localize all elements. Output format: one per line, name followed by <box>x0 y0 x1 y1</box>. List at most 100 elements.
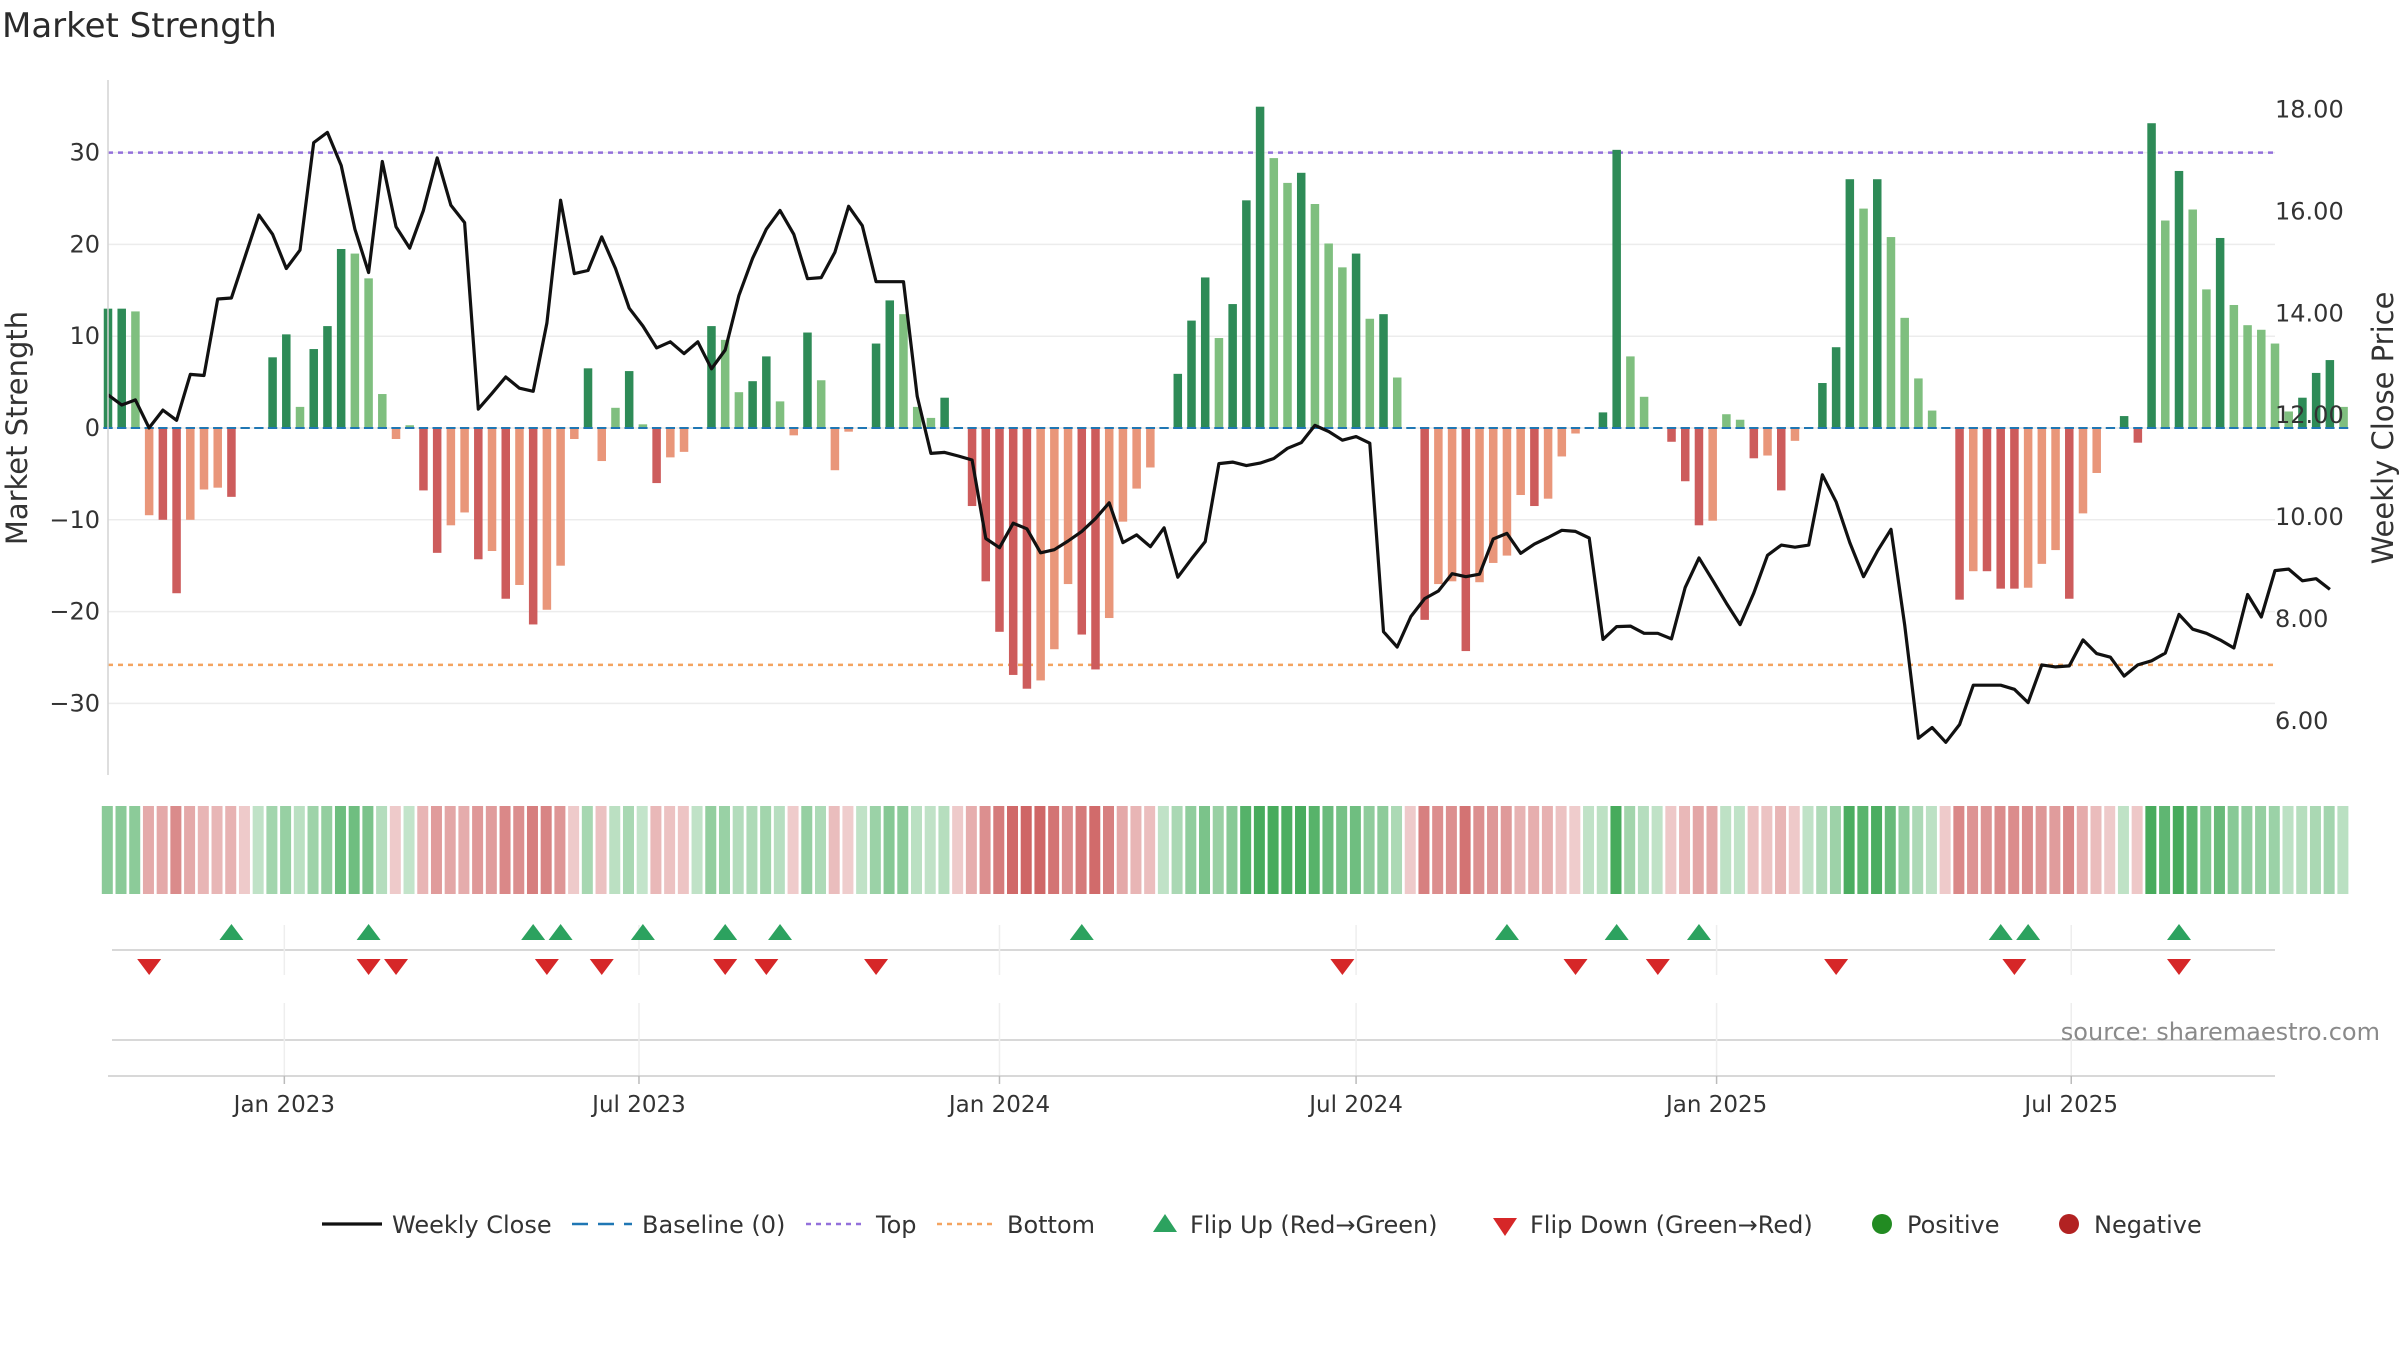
strength-bar <box>570 428 579 440</box>
heat-cell <box>1541 806 1553 894</box>
legend-item-flip-up-red-green: Flip Up (Red→Green) <box>1153 1211 1438 1239</box>
strength-bar <box>1351 253 1361 428</box>
strength-bar <box>1831 347 1841 428</box>
strength-bar <box>460 428 469 513</box>
heat-cell <box>1034 806 1046 894</box>
flip-down-marker <box>589 959 614 975</box>
strength-bar <box>1269 158 1279 428</box>
heat-cell <box>664 806 676 894</box>
heat-cell <box>444 806 456 894</box>
strength-bar <box>597 428 606 462</box>
heat-cell <box>2104 806 2116 894</box>
heat-cell <box>1528 806 1540 894</box>
strength-bar <box>2311 372 2321 428</box>
strength-bar <box>1845 179 1855 428</box>
flip-up-marker <box>1988 924 2013 940</box>
strength-bar <box>1543 428 1553 499</box>
heat-cell <box>2035 806 2047 894</box>
strength-bar <box>1283 182 1292 428</box>
heat-cell <box>307 806 319 894</box>
y-tick-label: 10 <box>69 322 100 350</box>
circle-icon <box>2059 1214 2079 1234</box>
strength-bar <box>1392 377 1402 428</box>
strength-bar <box>995 428 1004 632</box>
strength-bar <box>364 278 373 428</box>
strength-bar <box>474 428 483 560</box>
strength-bar <box>899 314 908 428</box>
heat-cell <box>1322 806 1334 894</box>
strength-bar <box>1900 317 1909 428</box>
heat-cell <box>2255 806 2267 894</box>
strength-bar <box>1461 428 1471 652</box>
y2-tick-label: 14.00 <box>2275 299 2344 327</box>
strength-bar <box>885 300 895 428</box>
strength-bar <box>775 401 785 428</box>
heat-cell <box>238 806 250 894</box>
strength-bar <box>624 371 634 428</box>
heat-cell <box>2200 806 2212 894</box>
strength-bar <box>227 428 236 497</box>
strength-bar <box>1434 428 1443 585</box>
heat-cell <box>513 806 525 894</box>
heat-cell <box>1912 806 1924 894</box>
heat-cell <box>170 806 182 894</box>
heat-cell <box>2172 806 2184 894</box>
heat-cell <box>1733 806 1745 894</box>
heat-cell <box>1212 806 1224 894</box>
flip-up-marker <box>1686 924 1711 940</box>
heat-cell <box>280 806 292 894</box>
y-tick-label: 30 <box>69 139 100 167</box>
heat-cell <box>1843 806 1855 894</box>
heat-cell <box>1157 806 1169 894</box>
heat-cell <box>225 806 237 894</box>
heat-cell <box>1679 806 1691 894</box>
heat-cell <box>609 806 621 894</box>
heat-cell <box>869 806 881 894</box>
strength-bar <box>1502 428 1512 556</box>
heat-cell <box>910 806 922 894</box>
heat-cell <box>293 806 305 894</box>
heat-cell <box>1925 806 1937 894</box>
heat-cell <box>2241 806 2253 894</box>
strength-bar <box>1310 204 1320 428</box>
heat-cell <box>1747 806 1759 894</box>
heat-cell <box>568 806 580 894</box>
y-tick-label: −10 <box>49 506 100 534</box>
heat-cell <box>897 806 909 894</box>
strength-bar <box>2133 428 2143 443</box>
heat-cell <box>1226 806 1238 894</box>
heat-cell <box>2186 806 2198 894</box>
heat-cell <box>883 806 895 894</box>
strength-bar <box>2257 329 2266 428</box>
x-tick-label: Jul 2023 <box>590 1092 686 1118</box>
heat-cell <box>2337 806 2349 894</box>
heat-cell <box>1185 806 1197 894</box>
heat-cell <box>252 806 264 894</box>
strength-bar <box>2174 170 2184 428</box>
heat-cell <box>746 806 758 894</box>
strength-bar <box>1914 378 1923 428</box>
strength-bar <box>1694 428 1704 526</box>
strength-bar <box>282 334 291 428</box>
strength-bar <box>186 428 195 520</box>
heat-cell <box>1445 806 1457 894</box>
heat-cell <box>814 806 826 894</box>
flip-up-marker <box>1494 924 1519 940</box>
strength-bar <box>940 397 949 428</box>
x-tick-label: Jan 2024 <box>947 1092 1050 1118</box>
heat-cell <box>2063 806 2075 894</box>
y2-tick-label: 16.00 <box>2275 197 2344 225</box>
strength-bar <box>666 428 675 458</box>
heat-cell <box>142 806 154 894</box>
heat-cell <box>938 806 950 894</box>
strength-bar <box>583 368 593 428</box>
heat-cell <box>1500 806 1512 894</box>
heat-cell <box>952 806 964 894</box>
heat-cell <box>2021 806 2033 894</box>
strength-bar <box>446 428 456 526</box>
heat-cell <box>1967 806 1979 894</box>
strength-bar <box>515 428 524 585</box>
strength-bar <box>1338 267 1347 428</box>
strength-bar <box>1982 428 1992 572</box>
axes: 30 20 10 0 −10 −20 −30 18.00 16.00 14.00 12.00 10.0… <box>49 80 2344 775</box>
